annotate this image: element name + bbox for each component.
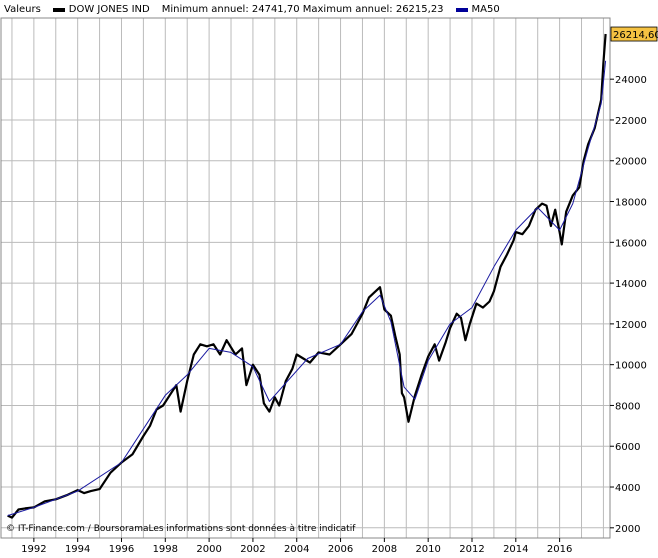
y-tick-label: 22000 xyxy=(615,116,647,127)
legend-ma-swatch xyxy=(455,7,468,12)
x-tick-label: 2002 xyxy=(240,544,265,555)
footer-credit: © IT-Finance.com / BoursoramaLes informa… xyxy=(6,524,356,534)
series-line-ma50 xyxy=(7,60,607,517)
x-tick-label: 2006 xyxy=(328,544,353,555)
y-tick-label: 20000 xyxy=(615,157,647,168)
x-tick-label: 1996 xyxy=(109,544,134,555)
legend-ma-name: MA50 xyxy=(471,4,500,15)
x-tick-label: 2012 xyxy=(459,544,484,555)
y-tick-label: 16000 xyxy=(615,238,647,249)
x-tick-label: 1998 xyxy=(153,544,178,555)
y-tick-label: 6000 xyxy=(615,442,640,453)
legend-valeurs-label: Valeurs xyxy=(4,4,41,15)
last-value-marker: 26214,60 xyxy=(610,26,658,42)
legend: Valeurs DOW JONES IND Minimum annuel: 24… xyxy=(4,4,504,15)
y-tick-label: 14000 xyxy=(615,279,647,290)
y-tick-label: 8000 xyxy=(615,401,640,412)
y-tick-label: 4000 xyxy=(615,483,640,494)
y-tick-label: 18000 xyxy=(615,198,647,209)
chart-grid xyxy=(1,18,610,538)
x-tick-label: 1992 xyxy=(21,544,46,555)
legend-minmax: Minimum annuel: 24741,70 Maximum annuel:… xyxy=(161,4,444,15)
series-line-dow-jones xyxy=(7,33,607,519)
y-tick-label: 12000 xyxy=(615,320,647,331)
legend-series-swatch xyxy=(52,7,65,12)
legend-series-name: DOW JONES IND xyxy=(68,4,150,15)
y-tick-label: 10000 xyxy=(615,361,647,372)
x-tick-label: 1994 xyxy=(65,544,90,555)
y-tick-label: 24000 xyxy=(615,75,647,86)
plot-area-border xyxy=(0,17,611,539)
x-tick-label: 2000 xyxy=(196,544,221,555)
x-tick-label: 2010 xyxy=(415,544,440,555)
x-axis: 1992 1994 1996 1998 2000 2002 2004 2006 2008 2010… xyxy=(21,538,572,555)
x-tick-label: 2016 xyxy=(547,544,572,555)
x-tick-label: 2004 xyxy=(284,544,309,555)
y-axis: 2000 4000 6000 8000 10000 12000 14000 16000 1800… xyxy=(610,75,647,535)
last-value-label: 26214,60 xyxy=(613,30,658,41)
series-layer xyxy=(7,33,607,519)
last-value-box xyxy=(610,26,658,42)
x-tick-label: 2008 xyxy=(372,544,397,555)
x-tick-label: 2014 xyxy=(503,544,528,555)
y-tick-label: 2000 xyxy=(615,524,640,535)
